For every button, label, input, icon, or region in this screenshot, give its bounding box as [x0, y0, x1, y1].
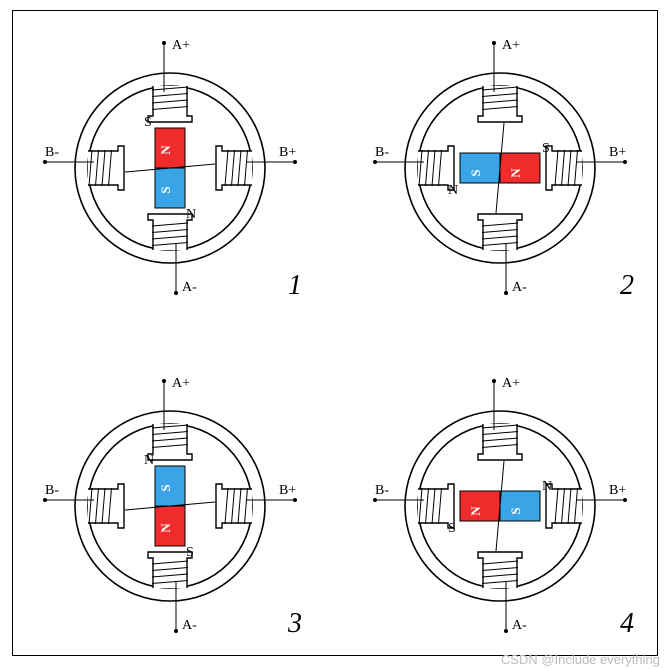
svg-text:A-: A- — [512, 618, 527, 633]
svg-text:S: S — [508, 507, 523, 514]
motor-4: N S S N A+ A- B- B+ — [360, 356, 640, 636]
figure-number-2: 2 — [620, 270, 634, 302]
svg-text:B-: B- — [375, 483, 389, 498]
svg-text:A+: A+ — [502, 38, 520, 53]
svg-text:N: N — [448, 183, 458, 198]
svg-text:N: N — [542, 479, 552, 494]
figure-number-3: 3 — [288, 608, 302, 640]
svg-text:S: S — [158, 484, 173, 491]
svg-text:S: S — [448, 521, 456, 536]
svg-text:N: N — [158, 145, 173, 155]
svg-text:A-: A- — [182, 618, 197, 633]
svg-text:S: S — [158, 186, 173, 193]
svg-text:S: S — [468, 169, 483, 176]
motor-1: N S S N A+ A- B- B+ — [30, 18, 310, 298]
svg-text:N: N — [158, 523, 173, 533]
svg-text:B-: B- — [45, 483, 59, 498]
svg-text:B+: B+ — [279, 483, 296, 498]
motor-2: S N N S A+ A- B- B+ — [360, 18, 640, 298]
svg-text:N: N — [186, 207, 196, 222]
svg-text:N: N — [468, 506, 483, 516]
motor-3: S N N S A+ A- B- B+ — [30, 356, 310, 636]
watermark: CSDN @Include everything — [501, 652, 660, 667]
svg-text:A-: A- — [182, 280, 197, 295]
svg-text:B-: B- — [45, 145, 59, 160]
figure-number-1: 1 — [288, 270, 302, 302]
figure-number-4: 4 — [620, 608, 634, 640]
svg-text:B+: B+ — [609, 483, 626, 498]
svg-text:S: S — [186, 545, 194, 560]
svg-text:N: N — [508, 168, 523, 178]
svg-text:A-: A- — [512, 280, 527, 295]
svg-text:S: S — [144, 115, 152, 130]
svg-text:B-: B- — [375, 145, 389, 160]
page: { "colors": { "n_fill": "#ef2b2b", "s_fi… — [0, 0, 668, 669]
svg-text:B+: B+ — [609, 145, 626, 160]
svg-text:S: S — [542, 141, 550, 156]
svg-text:B+: B+ — [279, 145, 296, 160]
svg-text:N: N — [144, 453, 154, 468]
svg-text:A+: A+ — [502, 376, 520, 391]
svg-text:A+: A+ — [172, 376, 190, 391]
svg-text:A+: A+ — [172, 38, 190, 53]
